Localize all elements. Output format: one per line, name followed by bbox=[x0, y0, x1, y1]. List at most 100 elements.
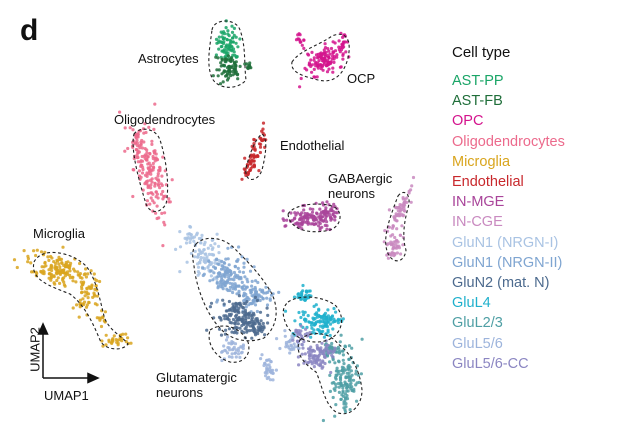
scatter-point bbox=[312, 328, 316, 332]
scatter-point bbox=[235, 259, 239, 263]
scatter-point bbox=[218, 282, 222, 286]
scatter-point bbox=[155, 204, 159, 208]
scatter-point bbox=[230, 282, 235, 286]
scatter-point bbox=[256, 280, 260, 285]
scatter-point bbox=[148, 151, 152, 156]
scatter-point bbox=[336, 382, 340, 386]
scatter-point bbox=[328, 215, 333, 219]
scatter-point bbox=[248, 329, 252, 333]
scatter-point bbox=[382, 240, 386, 244]
scatter-point bbox=[227, 47, 231, 51]
scatter-point bbox=[235, 316, 239, 320]
scatter-point bbox=[219, 267, 224, 271]
scatter-point bbox=[202, 258, 206, 262]
scatter-point bbox=[116, 341, 120, 345]
scatter-point bbox=[303, 352, 307, 356]
scatter-point bbox=[223, 275, 227, 279]
scatter-point bbox=[139, 143, 143, 147]
scatter-point bbox=[231, 40, 235, 44]
scatter-point bbox=[318, 207, 322, 211]
scatter-point bbox=[402, 206, 406, 210]
scatter-point bbox=[215, 300, 219, 304]
scatter-point bbox=[283, 309, 288, 313]
scatter-point bbox=[265, 358, 269, 362]
scatter-point bbox=[386, 256, 390, 260]
scatter-point bbox=[234, 325, 238, 329]
scatter-point bbox=[104, 343, 108, 347]
scatter-point bbox=[233, 322, 237, 326]
scatter-point bbox=[63, 284, 67, 288]
scatter-point bbox=[161, 189, 165, 194]
scatter-point bbox=[251, 325, 255, 329]
scatter-point bbox=[227, 346, 231, 350]
scatter-point bbox=[144, 130, 148, 135]
scatter-point bbox=[326, 343, 330, 347]
scatter-point bbox=[339, 65, 343, 69]
scatter-point bbox=[234, 55, 238, 59]
scatter-point bbox=[250, 313, 254, 317]
scatter-point bbox=[331, 51, 335, 55]
scatter-point bbox=[234, 301, 238, 305]
scatter-point bbox=[250, 318, 254, 322]
legend-item: GluL2/3 bbox=[452, 315, 503, 332]
scatter-point bbox=[306, 350, 311, 354]
label-gabaergic-neurons: GABAergic neurons bbox=[328, 171, 393, 201]
scatter-point bbox=[248, 321, 252, 325]
scatter-point bbox=[265, 303, 270, 307]
scatter-point bbox=[237, 346, 241, 350]
scatter-point bbox=[223, 317, 227, 321]
scatter-point bbox=[298, 294, 302, 298]
scatter-point bbox=[230, 30, 235, 34]
scatter-point bbox=[297, 310, 301, 315]
scatter-point bbox=[217, 47, 221, 51]
scatter-point bbox=[293, 345, 297, 349]
scatter-point bbox=[146, 162, 150, 166]
scatter-point bbox=[302, 208, 306, 212]
scatter-point bbox=[151, 199, 155, 203]
scatter-point bbox=[234, 355, 238, 359]
scatter-point bbox=[192, 239, 196, 243]
scatter-point bbox=[133, 142, 137, 146]
scatter-point bbox=[310, 331, 314, 335]
scatter-point bbox=[333, 414, 337, 418]
scatter-point bbox=[332, 202, 336, 206]
scatter-point bbox=[309, 64, 313, 68]
scatter-point bbox=[341, 371, 345, 375]
scatter-point bbox=[342, 406, 346, 410]
scatter-point bbox=[342, 45, 346, 49]
scatter-point bbox=[209, 274, 213, 278]
scatter-point bbox=[321, 320, 325, 324]
scatter-point bbox=[260, 330, 264, 334]
scatter-point bbox=[299, 329, 303, 333]
scatter-point bbox=[320, 341, 324, 345]
scatter-point bbox=[332, 349, 336, 353]
scatter-point bbox=[188, 240, 192, 245]
legend: Cell type AST-PP AST-FB OPC Oligodendrocyte… bbox=[452, 44, 565, 374]
scatter-point bbox=[91, 295, 95, 299]
scatter-point bbox=[321, 329, 325, 333]
scatter-point bbox=[26, 254, 30, 258]
scatter-point bbox=[302, 46, 306, 51]
scatter-point bbox=[238, 355, 242, 359]
scatter-point bbox=[199, 241, 203, 245]
scatter-point bbox=[341, 353, 345, 357]
scatter-point bbox=[321, 219, 326, 223]
cluster-outlines bbox=[33, 20, 410, 415]
scatter-point bbox=[341, 389, 345, 393]
scatter-point bbox=[398, 214, 402, 218]
scatter-point bbox=[235, 292, 239, 296]
scatter-point bbox=[333, 218, 337, 222]
scatter-point bbox=[229, 74, 233, 78]
scatter-point bbox=[323, 54, 327, 59]
scatter-point bbox=[88, 285, 92, 289]
scatter-point bbox=[316, 357, 320, 361]
scatter-point bbox=[146, 172, 150, 176]
scatter-point bbox=[339, 48, 344, 52]
label-astrocytes: Astrocytes bbox=[138, 51, 199, 66]
scatter-point bbox=[50, 266, 54, 270]
scatter-point bbox=[226, 76, 231, 80]
legend-item: Oligodendrocytes bbox=[452, 133, 565, 150]
scatter-point bbox=[271, 371, 275, 375]
scatter-point bbox=[248, 269, 253, 273]
scatter-point bbox=[238, 64, 242, 68]
